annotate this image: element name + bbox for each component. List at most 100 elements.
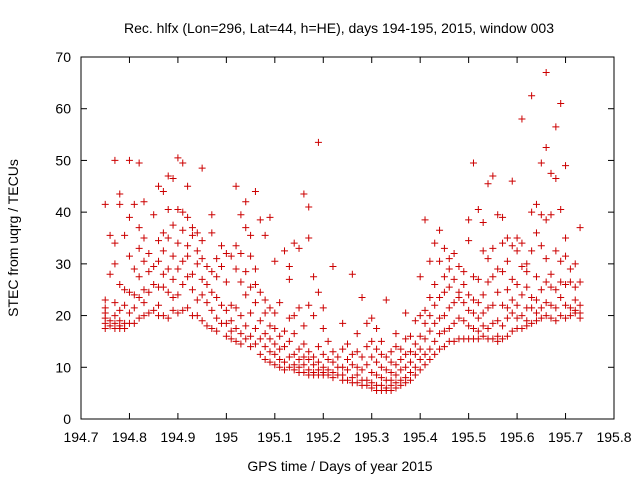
data-point	[266, 358, 274, 366]
data-point	[377, 337, 385, 345]
data-point	[237, 250, 245, 258]
data-point	[314, 358, 322, 366]
x-axis-label: GPS time / Days of year 2015	[247, 458, 432, 474]
data-point	[377, 363, 385, 371]
chart-title: Rec. hlfx (Lon=296, Lat=44, h=HE), days …	[124, 20, 554, 36]
data-point	[518, 312, 526, 320]
data-point	[174, 291, 182, 299]
data-point	[111, 156, 119, 164]
data-point	[300, 340, 308, 348]
data-point	[373, 358, 381, 366]
data-point	[416, 312, 424, 320]
data-point	[130, 304, 138, 312]
data-point	[106, 231, 114, 239]
data-point	[528, 304, 536, 312]
data-point	[445, 283, 453, 291]
data-point	[479, 291, 487, 299]
y-tick-label: 70	[55, 49, 71, 65]
data-point	[111, 312, 119, 320]
data-point	[528, 208, 536, 216]
data-point	[310, 361, 318, 369]
data-point	[353, 363, 361, 371]
data-point	[290, 361, 298, 369]
data-point	[281, 366, 289, 374]
data-point	[382, 296, 390, 304]
data-point	[358, 293, 366, 301]
data-point	[344, 376, 351, 384]
data-point	[145, 268, 153, 276]
x-tick-label: 195.3	[354, 429, 389, 445]
data-point	[537, 314, 545, 322]
data-point	[281, 327, 289, 335]
data-point	[465, 291, 473, 299]
data-point	[518, 325, 526, 332]
data-point	[532, 317, 540, 325]
data-point	[271, 361, 279, 369]
data-point	[547, 169, 555, 177]
data-point	[159, 270, 167, 278]
data-point	[474, 275, 482, 283]
data-point	[402, 309, 410, 317]
data-point	[169, 306, 177, 314]
data-point	[285, 353, 293, 361]
data-point	[513, 301, 521, 309]
data-point	[237, 312, 245, 320]
data-point	[397, 366, 405, 374]
data-point	[169, 175, 177, 183]
data-point	[106, 270, 114, 278]
data-point	[247, 332, 255, 340]
data-point	[421, 350, 429, 358]
data-point	[324, 366, 332, 374]
data-point	[508, 177, 516, 185]
data-point	[281, 358, 289, 366]
data-point	[305, 366, 313, 374]
data-point	[576, 301, 584, 309]
data-point	[266, 213, 274, 221]
data-point	[222, 250, 230, 258]
data-point	[232, 337, 240, 345]
data-point	[145, 288, 153, 296]
data-point	[542, 299, 550, 307]
data-point	[542, 144, 550, 151]
data-point	[440, 273, 448, 281]
data-point	[436, 293, 444, 301]
data-point	[537, 159, 545, 167]
y-axis-label: STEC from uqrg / TECUs	[5, 159, 21, 317]
data-point	[251, 325, 259, 332]
data-point	[116, 317, 124, 325]
data-point	[121, 231, 129, 239]
data-point	[421, 216, 429, 224]
data-point	[377, 374, 385, 382]
data-point	[247, 252, 255, 260]
data-point	[353, 379, 361, 387]
data-point	[305, 234, 313, 242]
data-point	[469, 273, 477, 281]
data-point	[227, 335, 235, 343]
data-point	[421, 319, 429, 327]
data-point	[450, 275, 458, 283]
data-point	[508, 275, 516, 283]
data-point	[436, 345, 444, 353]
data-point	[174, 239, 182, 247]
data-point	[411, 350, 419, 358]
data-point	[145, 309, 153, 317]
data-point	[300, 361, 308, 369]
data-point	[266, 335, 274, 343]
data-point	[474, 327, 482, 335]
data-point	[261, 343, 269, 351]
data-point	[402, 350, 410, 358]
data-point	[537, 286, 545, 294]
data-point	[557, 312, 565, 320]
data-point	[310, 312, 318, 320]
data-point	[547, 301, 555, 309]
data-point	[571, 296, 579, 304]
data-point	[188, 224, 196, 232]
data-point	[150, 281, 158, 289]
data-point	[135, 159, 143, 167]
data-point	[256, 288, 264, 296]
data-point	[373, 325, 381, 332]
data-point	[368, 314, 376, 322]
data-point	[256, 350, 264, 358]
data-point	[111, 260, 119, 268]
data-point	[489, 301, 497, 309]
